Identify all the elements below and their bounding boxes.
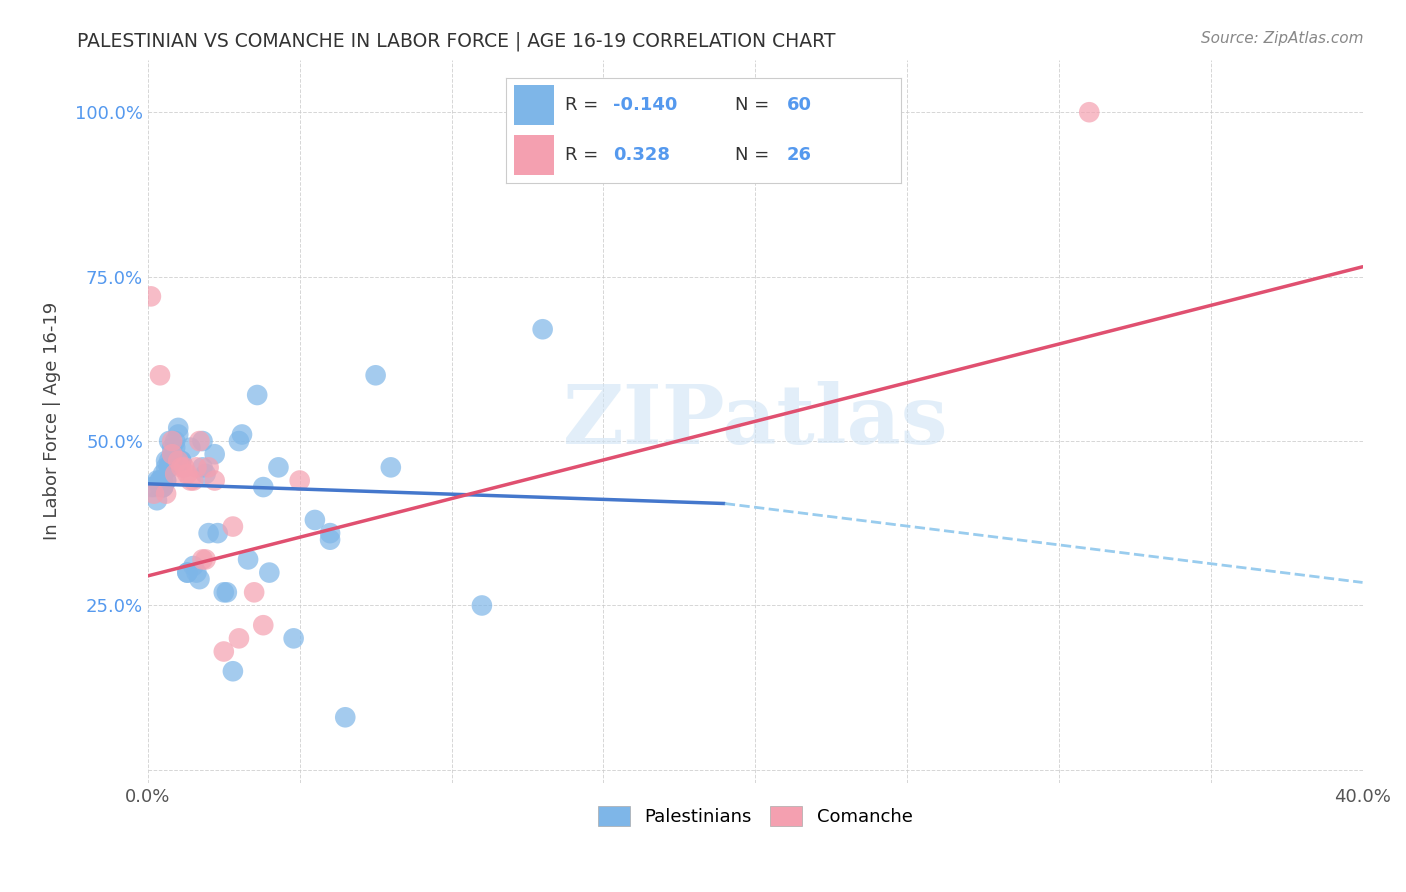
Point — [167, 421, 190, 435]
Point — [167, 454, 190, 468]
Point — [179, 441, 201, 455]
Point — [165, 441, 187, 455]
Point — [194, 467, 217, 481]
Point — [243, 585, 266, 599]
Point — [170, 454, 193, 468]
Point — [155, 474, 177, 488]
Point — [188, 434, 211, 448]
Point — [1078, 105, 1101, 120]
Point — [155, 486, 177, 500]
Point — [319, 526, 342, 541]
Point — [167, 427, 190, 442]
Point — [149, 368, 172, 383]
Point — [157, 434, 180, 448]
Point — [139, 480, 162, 494]
Point — [155, 454, 177, 468]
Point — [283, 632, 305, 646]
Point — [176, 467, 198, 481]
Point — [155, 460, 177, 475]
Point — [319, 533, 342, 547]
Point — [222, 665, 245, 679]
Point — [246, 388, 269, 402]
Point — [231, 427, 253, 442]
Point — [259, 566, 281, 580]
Point — [197, 460, 219, 475]
Point — [304, 513, 326, 527]
Point — [152, 480, 174, 494]
Point — [207, 526, 229, 541]
Point — [152, 480, 174, 494]
Point — [188, 572, 211, 586]
Point — [146, 474, 169, 488]
Text: PALESTINIAN VS COMANCHE IN LABOR FORCE | AGE 16-19 CORRELATION CHART: PALESTINIAN VS COMANCHE IN LABOR FORCE |… — [77, 31, 835, 51]
Point — [267, 460, 290, 475]
Point — [364, 368, 387, 383]
Point — [165, 434, 187, 448]
Point — [222, 519, 245, 533]
Point — [170, 460, 193, 475]
Point — [173, 460, 195, 475]
Point — [157, 454, 180, 468]
Point — [157, 460, 180, 475]
Point — [149, 480, 172, 494]
Y-axis label: In Labor Force | Age 16-19: In Labor Force | Age 16-19 — [44, 302, 60, 541]
Point — [176, 566, 198, 580]
Point — [149, 474, 172, 488]
Point — [252, 480, 274, 494]
Point — [194, 552, 217, 566]
Point — [160, 434, 183, 448]
Point — [228, 632, 250, 646]
Point — [149, 474, 172, 488]
Point — [288, 474, 311, 488]
Legend: Palestinians, Comanche: Palestinians, Comanche — [589, 797, 922, 836]
Point — [157, 460, 180, 475]
Point — [160, 454, 183, 468]
Point — [152, 467, 174, 481]
Text: ZIPatlas: ZIPatlas — [562, 381, 948, 461]
Point — [228, 434, 250, 448]
Point — [183, 559, 205, 574]
Point — [152, 474, 174, 488]
Point — [183, 474, 205, 488]
Point — [380, 460, 402, 475]
Point — [197, 526, 219, 541]
Point — [471, 599, 494, 613]
Point — [531, 322, 554, 336]
Point — [176, 566, 198, 580]
Point — [191, 460, 214, 475]
Point — [236, 552, 259, 566]
Point — [179, 474, 201, 488]
Point — [204, 447, 226, 461]
Point — [212, 585, 235, 599]
Point — [142, 480, 165, 494]
Point — [152, 480, 174, 494]
Point — [204, 474, 226, 488]
Point — [160, 441, 183, 455]
Point — [186, 566, 208, 580]
Point — [160, 447, 183, 461]
Point — [186, 460, 208, 475]
Point — [165, 467, 187, 481]
Point — [215, 585, 238, 599]
Point — [252, 618, 274, 632]
Point — [335, 710, 357, 724]
Point — [191, 434, 214, 448]
Point — [142, 486, 165, 500]
Point — [170, 454, 193, 468]
Point — [191, 552, 214, 566]
Point — [146, 493, 169, 508]
Point — [139, 289, 162, 303]
Point — [212, 644, 235, 658]
Point — [155, 474, 177, 488]
Point — [160, 447, 183, 461]
Text: Source: ZipAtlas.com: Source: ZipAtlas.com — [1201, 31, 1364, 46]
